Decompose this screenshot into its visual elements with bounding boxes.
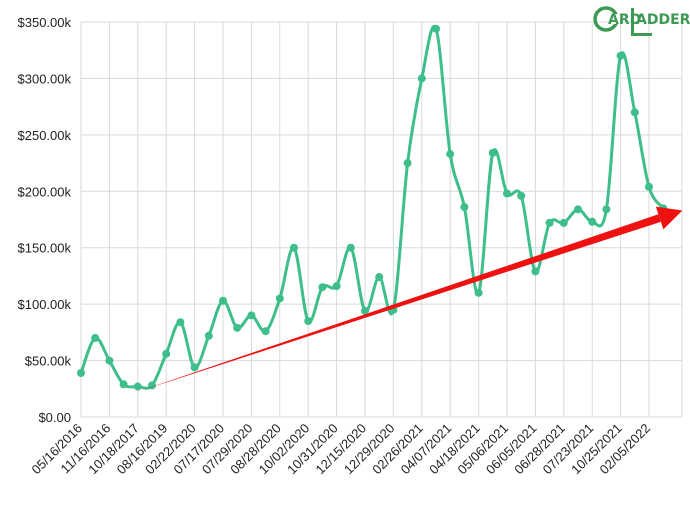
data-point bbox=[574, 205, 582, 214]
data-point bbox=[176, 318, 185, 327]
data-point bbox=[588, 217, 597, 226]
y-tick-label: $350.00k bbox=[18, 15, 72, 30]
data-point bbox=[105, 356, 114, 365]
y-tick-label: $250.00k bbox=[18, 128, 72, 143]
data-point bbox=[375, 273, 384, 282]
trend-arrow bbox=[136, 206, 683, 393]
data-point bbox=[318, 283, 327, 292]
data-point bbox=[460, 203, 469, 212]
data-point bbox=[304, 317, 313, 326]
trend-arrow-head bbox=[655, 206, 683, 230]
y-tick-label: $50.00k bbox=[25, 354, 72, 369]
logo-ladder-rail bbox=[631, 8, 634, 36]
data-point bbox=[616, 51, 625, 60]
logo-ladder-base bbox=[631, 33, 652, 36]
logo-c-gap bbox=[611, 14, 619, 24]
y-tick-label: $100.00k bbox=[18, 297, 72, 312]
data-point bbox=[602, 205, 611, 214]
data-point bbox=[361, 306, 369, 315]
data-point bbox=[559, 218, 568, 227]
y-axis-ticks: $0.00 $50.00k $100.00k $150.00k $200.00k $250… bbox=[18, 15, 72, 425]
data-point bbox=[630, 108, 639, 117]
data-point bbox=[133, 382, 142, 391]
data-point bbox=[531, 267, 540, 276]
logo-text-adder: ADDER bbox=[636, 12, 690, 28]
data-point bbox=[204, 331, 213, 340]
card-ladder-logo: ARD ADDER bbox=[593, 6, 690, 36]
data-point bbox=[446, 150, 455, 159]
data-point bbox=[148, 381, 156, 390]
data-point bbox=[77, 368, 85, 377]
data-point bbox=[275, 294, 284, 303]
y-tick-label: $200.00k bbox=[18, 184, 72, 199]
y-tick-label: $0.00 bbox=[38, 410, 71, 425]
trend-arrow-shaft bbox=[136, 214, 661, 393]
data-point bbox=[503, 189, 511, 198]
data-point bbox=[488, 148, 497, 157]
data-point bbox=[645, 182, 653, 191]
series-line bbox=[79, 24, 665, 390]
data-point bbox=[119, 380, 128, 389]
data-point bbox=[290, 243, 298, 252]
grid-lines bbox=[80, 21, 683, 418]
data-point bbox=[474, 288, 483, 297]
data-point bbox=[545, 218, 554, 227]
data-points bbox=[77, 24, 668, 391]
data-point bbox=[403, 159, 412, 168]
data-point bbox=[417, 74, 426, 83]
data-point bbox=[346, 243, 355, 252]
data-point bbox=[162, 349, 171, 358]
data-point bbox=[91, 334, 100, 342]
data-point bbox=[332, 282, 341, 291]
data-point bbox=[233, 323, 242, 332]
data-point bbox=[517, 191, 526, 200]
y-tick-label: $150.00k bbox=[18, 241, 72, 256]
data-point bbox=[247, 311, 256, 320]
data-point bbox=[261, 327, 270, 336]
x-axis-ticks: 05/16/201611/16/201610/18/201708/16/2019… bbox=[28, 421, 653, 478]
data-point bbox=[219, 296, 227, 305]
data-point bbox=[190, 363, 199, 372]
data-point bbox=[432, 24, 440, 33]
y-tick-label: $300.00k bbox=[18, 71, 72, 86]
